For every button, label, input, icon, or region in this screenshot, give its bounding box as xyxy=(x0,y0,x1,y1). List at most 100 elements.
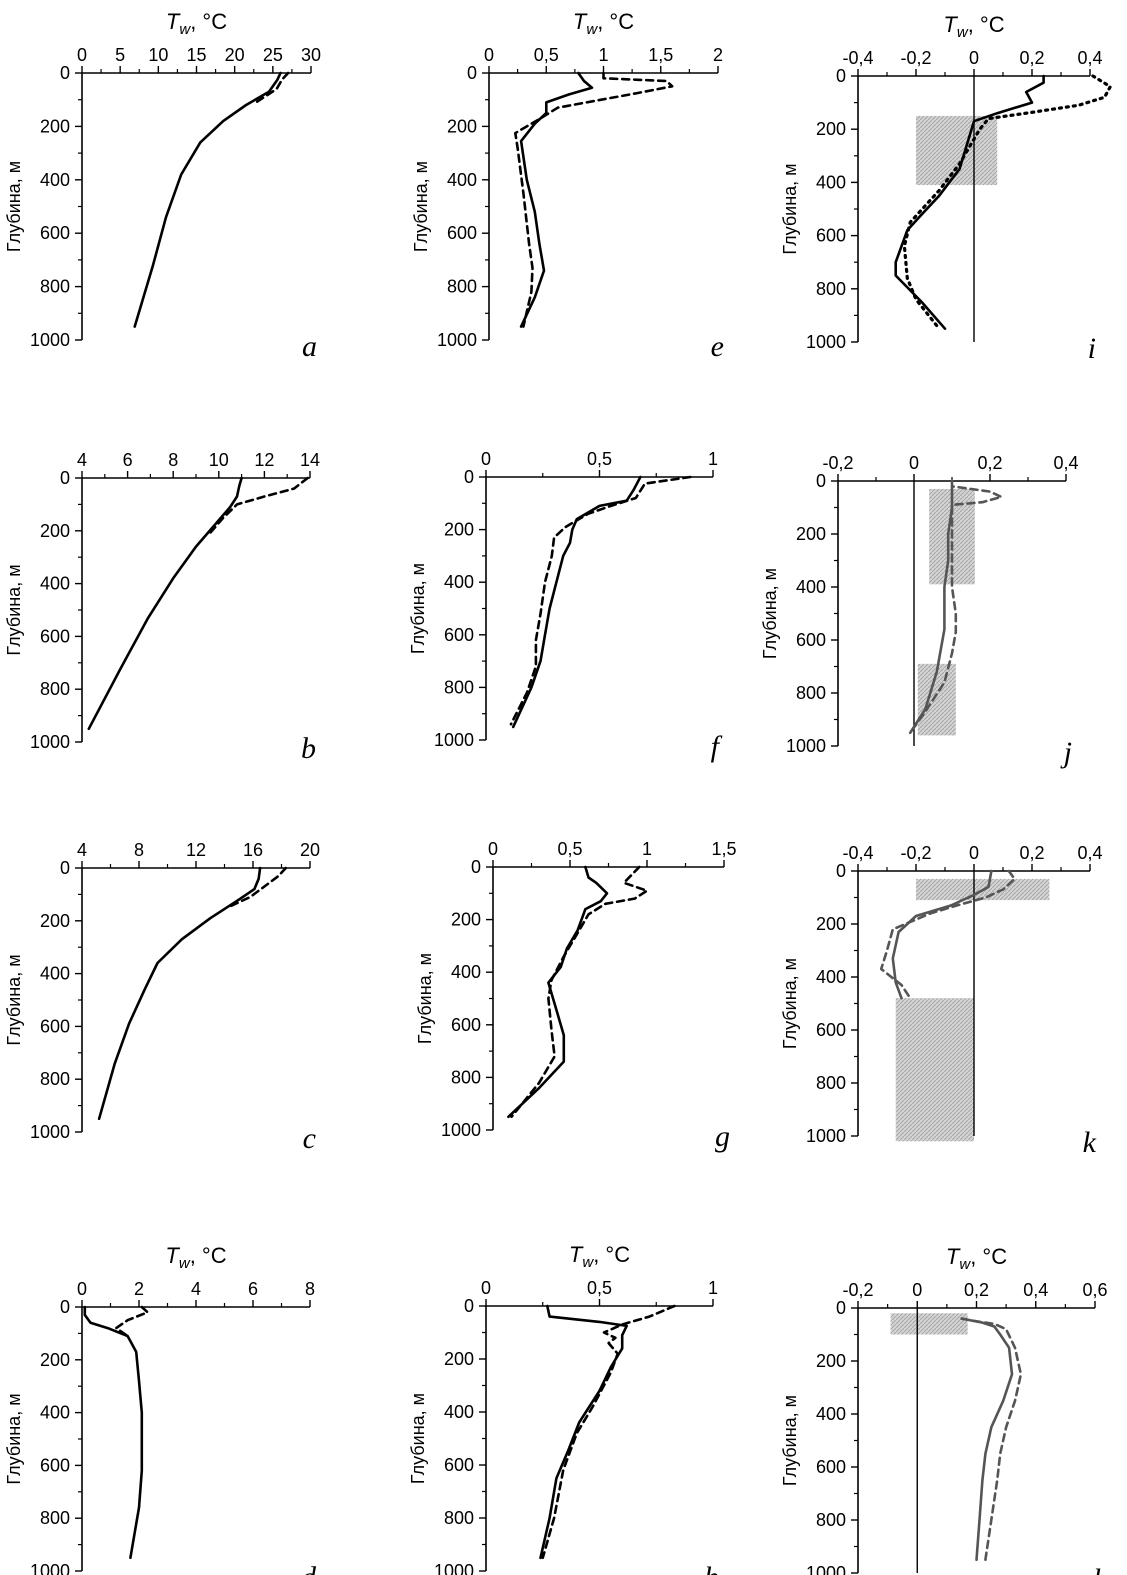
y-tick-label: 400 xyxy=(451,962,481,982)
series-line-dashed xyxy=(226,866,288,909)
y-tick-label: 200 xyxy=(451,910,481,930)
y-tick-label: 1000 xyxy=(434,1561,474,1575)
y-tick-label: 200 xyxy=(444,1349,474,1369)
x-tick-label: -0,2 xyxy=(842,1280,873,1300)
x-tick-label: 1 xyxy=(642,839,652,859)
y-tick-label: 400 xyxy=(816,967,846,987)
x-axis-title: Tw, °C xyxy=(166,9,227,38)
x-tick-label: 15 xyxy=(186,45,206,65)
y-axis-label: Глубина, м xyxy=(4,1393,24,1484)
x-tick-label: 1 xyxy=(708,1278,718,1298)
y-axis-label: Глубина, м xyxy=(411,161,431,252)
y-tick-label: 600 xyxy=(816,1020,846,1040)
x-tick-label: 0,6 xyxy=(1082,1280,1107,1300)
title-unit: , °C xyxy=(968,12,1005,37)
title-subscript: w xyxy=(179,21,191,38)
y-tick-label: 600 xyxy=(444,1455,474,1475)
x-axis-title: Tw, °C xyxy=(943,12,1004,41)
y-tick-label: 0 xyxy=(60,858,70,878)
y-tick-label: 1000 xyxy=(806,332,846,352)
y-tick-label: 800 xyxy=(447,277,477,297)
y-tick-label: 400 xyxy=(444,1402,474,1422)
x-tick-label: 8 xyxy=(134,840,144,860)
series-line-solid xyxy=(97,866,262,1121)
x-tick-label: 12 xyxy=(254,450,274,470)
y-tick-label: 1000 xyxy=(30,1122,70,1142)
title-symbol: T xyxy=(165,1243,180,1268)
y-tick-label: 600 xyxy=(451,1015,481,1035)
x-tick-label: 0 xyxy=(481,449,491,469)
x-tick-label: 4 xyxy=(77,450,87,470)
x-tick-label: 0,2 xyxy=(964,1280,989,1300)
y-tick-label: 800 xyxy=(816,1073,846,1093)
x-tick-label: 10 xyxy=(209,450,229,470)
y-axis-label: Глубина, м xyxy=(4,161,24,252)
y-tick-label: 800 xyxy=(451,1067,481,1087)
y-tick-label: 400 xyxy=(444,572,474,592)
panel-d: 0 2 4 6 8 0 200 400 600 800 1000 Глубина, м Tw, °C d xyxy=(4,1243,317,1575)
y-tick-label: 800 xyxy=(816,1510,846,1530)
series-line-dashed xyxy=(541,1304,676,1560)
y-axis-label: Глубина, м xyxy=(4,954,24,1045)
title-subscript: w xyxy=(959,1256,971,1273)
series-line-solid xyxy=(960,1317,1014,1562)
y-tick-label: 400 xyxy=(40,964,70,984)
y-tick-label: 400 xyxy=(40,574,70,594)
x-tick-label: -0,2 xyxy=(822,453,853,473)
y-tick-label: 200 xyxy=(816,1351,846,1371)
panel-a: 0 5 10 15 20 25 30 0 200 400 600 800 1000 Глубина, м T… xyxy=(4,9,321,363)
panel-letter: g xyxy=(715,1120,730,1153)
title-symbol: T xyxy=(946,1244,961,1269)
y-tick-label: 0 xyxy=(60,1297,70,1317)
x-tick-label: 0 xyxy=(77,45,87,65)
y-tick-label: 200 xyxy=(40,1350,70,1370)
series-line-solid xyxy=(894,74,1045,330)
x-tick-label: 0 xyxy=(484,45,494,65)
y-axis-label: Глубина, м xyxy=(408,563,428,654)
panel-letter: k xyxy=(1083,1126,1097,1159)
panel-k: -0,4 -0,2 0 0,2 0,4 0 200 400 600 800 1000 Глубина,… xyxy=(780,843,1103,1159)
x-tick-label: -0,2 xyxy=(900,843,931,863)
y-axis-label: Глубина, м xyxy=(780,163,800,254)
y-tick-label: 800 xyxy=(796,683,826,703)
x-tick-label: 0,5 xyxy=(587,449,612,469)
x-tick-label: 2 xyxy=(134,1279,144,1299)
x-tick-label: 14 xyxy=(300,450,320,470)
y-tick-label: 0 xyxy=(836,1298,846,1318)
title-symbol: T xyxy=(943,12,958,37)
x-tick-label: 0,5 xyxy=(587,1278,612,1298)
y-tick-label: 200 xyxy=(447,116,477,136)
x-tick-label: 0,2 xyxy=(1019,48,1044,68)
y-axis-label: Глубина, м xyxy=(780,958,800,1049)
y-tick-label: 600 xyxy=(40,626,70,646)
panel-letter: d xyxy=(301,1561,317,1575)
x-tick-label: 0,4 xyxy=(1077,48,1102,68)
x-tick-label: 0 xyxy=(969,48,979,68)
y-tick-label: 1000 xyxy=(30,732,70,752)
x-tick-label: 30 xyxy=(301,45,321,65)
x-tick-label: 0,4 xyxy=(1077,843,1102,863)
x-tick-label: 5 xyxy=(115,45,125,65)
panel-l: -0,2 0 0,2 0,4 0,602004006008001000Глубина, … xyxy=(780,1244,1108,1575)
y-tick-label: 0 xyxy=(816,471,826,491)
y-tick-label: 1000 xyxy=(441,1120,481,1140)
panel-letter: e xyxy=(711,330,724,363)
y-tick-label: 400 xyxy=(816,1404,846,1424)
title-unit: , °C xyxy=(593,1242,630,1267)
y-tick-label: 800 xyxy=(40,679,70,699)
y-tick-label: 800 xyxy=(40,1508,70,1528)
panel-i: -0,4 -0,2 0 0,2 0,4 0 200 400 600 800 1000 Глубина,… xyxy=(780,12,1112,365)
x-tick-label: 10 xyxy=(148,45,168,65)
y-tick-label: 600 xyxy=(40,1455,70,1475)
y-tick-label: 800 xyxy=(444,1508,474,1528)
series-line-solid xyxy=(539,1304,628,1560)
y-tick-label: 600 xyxy=(40,1016,70,1036)
title-subscript: w xyxy=(582,1254,594,1271)
x-tick-label: -0,4 xyxy=(842,48,873,68)
x-tick-label: 4 xyxy=(191,1279,201,1299)
y-tick-label: 600 xyxy=(796,630,826,650)
x-axis-title: Tw, °C xyxy=(573,9,634,38)
y-tick-label: 400 xyxy=(816,172,846,192)
x-tick-label: 8 xyxy=(305,1279,315,1299)
